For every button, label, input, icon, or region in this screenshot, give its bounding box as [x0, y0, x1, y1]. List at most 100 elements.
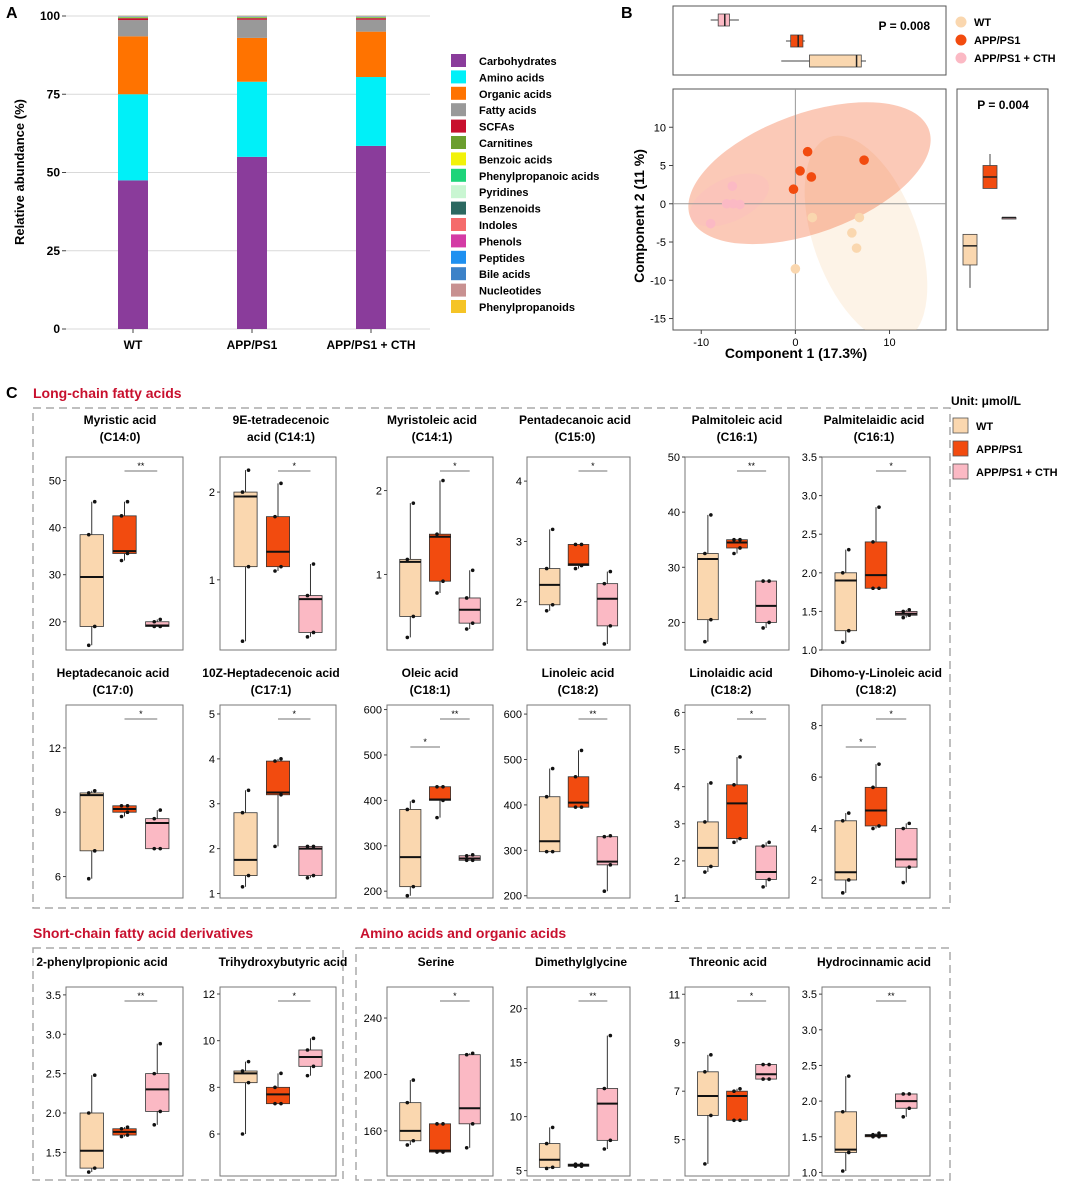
bar-segment-amino-acids	[356, 77, 386, 146]
y-tick-label: 9	[674, 1038, 680, 1050]
data-point	[761, 579, 765, 583]
box-wt	[399, 1102, 422, 1142]
y-tick-label: 9	[55, 807, 61, 819]
panel-label-c: C	[6, 385, 18, 402]
box-app-ps1	[864, 786, 888, 827]
box-app-ps1-cth	[298, 845, 323, 876]
box-app-ps1-cth	[596, 836, 619, 866]
y-tick-label: 3.5	[46, 990, 61, 1002]
bar-segment-fatty-acids	[356, 19, 386, 32]
significance-label: **	[451, 709, 459, 719]
data-point	[738, 1118, 742, 1123]
box-app-ps1-cth	[596, 583, 619, 627]
data-point	[709, 864, 713, 869]
data-point	[464, 1145, 469, 1150]
legend-swatch-app-ps1	[952, 440, 969, 457]
bar-segment-carbohydrates	[237, 156, 267, 329]
plot-subtitle: (C14:0)	[100, 430, 141, 444]
y-tick-label: 25	[47, 244, 61, 258]
data-point	[470, 568, 475, 573]
y-tick-label: 2.5	[802, 529, 817, 541]
y-tick-label: 1	[674, 893, 680, 905]
legend-swatch-nucleotides	[451, 283, 466, 297]
data-point	[119, 814, 124, 819]
y-tick-label: 200	[364, 1069, 382, 1081]
legend-marker-app-ps1	[955, 34, 967, 46]
y-tick-label: 10	[203, 1036, 215, 1048]
bar-segment-amino-acids	[118, 94, 148, 181]
legend-label-benzoic-acids: Benzoic acids	[479, 154, 552, 166]
panel-b-legend: WT APP/PS1 APP/PS1 + CTH	[955, 16, 1056, 65]
data-point	[877, 586, 881, 591]
boxplot-palmitoleic-acid-c16-1: Palmitoleic acid (C16:1) 20 30 40 50 **	[668, 413, 790, 651]
data-point	[544, 1141, 549, 1146]
significance-label: **	[137, 461, 145, 471]
data-point	[470, 621, 475, 625]
data-point	[125, 1125, 130, 1129]
data-point	[279, 1071, 283, 1076]
y-tick-label: 6	[55, 872, 61, 884]
point-app-ps1	[788, 184, 799, 195]
data-point	[846, 547, 851, 552]
data-point	[470, 853, 475, 857]
data-point	[732, 537, 736, 542]
significance-label: **	[589, 709, 597, 719]
y-tick-label: 12	[203, 989, 215, 1001]
data-point	[579, 542, 584, 547]
section-box-amino	[355, 947, 951, 1181]
box-app-ps1	[428, 1123, 451, 1153]
plot-title: Heptadecanoic acid	[57, 666, 170, 680]
data-point	[305, 593, 310, 598]
y-tick-label: 160	[364, 1126, 382, 1138]
data-point	[761, 885, 765, 889]
box-wt	[697, 1071, 719, 1116]
boxplot-heptadecanoic-acid-c17-0: Heptadecanoic acid (C17:0) 6 9 12 *	[49, 666, 184, 899]
plot-frame	[821, 456, 931, 651]
bar-segment-organic-acids	[237, 37, 267, 82]
y-tick-label: 12	[49, 743, 61, 755]
boxplot-2-phenylpropionic-acid: 2-phenylpropionic acid 1.5 2.0 2.5 3.0 3.5 **	[36, 955, 184, 1177]
data-point	[279, 1101, 283, 1106]
box-app-ps1-cth	[298, 1049, 323, 1067]
y-tick-label: 30	[668, 562, 680, 574]
y-tick-label: 300	[364, 841, 382, 853]
plot-frame	[219, 456, 337, 651]
legend-swatch-peptides	[451, 250, 466, 264]
plot-subtitle: (C16:1)	[717, 430, 758, 444]
y-tick-label: 1.5	[46, 1147, 61, 1159]
data-point	[608, 624, 613, 628]
data-point	[767, 620, 771, 625]
data-point	[761, 1062, 765, 1067]
y-tick-label: 3.0	[802, 1025, 817, 1037]
plot-frame	[526, 456, 631, 651]
plot-frame	[526, 704, 631, 899]
boxplot-dihomo-linoleic-acid-c18-2: Dihomo-γ-Linoleic acid (C18:2) 2 4 6 8 * *	[810, 666, 942, 899]
plot-title: 10Z-Heptadecenoic acid	[202, 666, 339, 680]
data-point	[877, 762, 881, 766]
legend-swatch-phenylpropanoids	[451, 300, 466, 313]
significance-label: *	[859, 737, 863, 747]
data-point	[901, 826, 906, 831]
y-tick-label: 2	[674, 856, 680, 868]
bar-segment-fatty-acids	[118, 20, 148, 37]
data-point	[846, 1074, 851, 1078]
data-point	[273, 569, 277, 573]
boxplot-hydrocinnamic-acid: Hydrocinnamic acid 1.0 1.5 2.0 2.5 3.0 3.5 **	[802, 955, 931, 1179]
box-app-ps1	[726, 1090, 748, 1121]
data-point	[152, 624, 157, 629]
legend-label-scfas: SCFAs	[479, 122, 514, 134]
data-point	[877, 824, 881, 828]
bar-segment-carnitines	[118, 17, 148, 19]
plot-title: Myristic acid	[84, 413, 157, 427]
legend-swatch-indoles	[451, 218, 466, 231]
panel-b-ylabel: Component 2 (11 %)	[631, 149, 647, 283]
data-point	[738, 1086, 742, 1091]
data-point	[92, 788, 97, 793]
data-point	[240, 490, 245, 494]
y-tick-label: 4	[674, 782, 680, 794]
bar-segment-carnitines	[356, 17, 386, 19]
data-point	[608, 1138, 613, 1143]
data-point	[311, 630, 316, 635]
